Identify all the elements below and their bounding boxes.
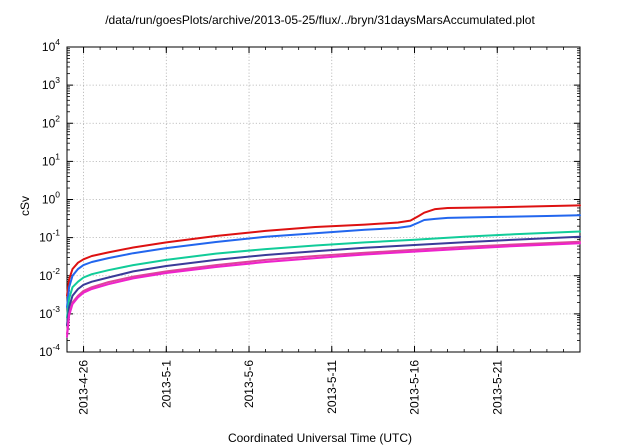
plot-frame [66,46,581,353]
x-tick-label: 2013-5-6 [242,360,256,408]
x-tick-label: 2013-5-21 [490,360,504,415]
y-tick-label-exp: 1 [55,151,60,161]
y-tick-label: 104 [42,37,60,54]
y-tick-label: 10-1 [39,228,60,245]
y-tick-label: 103 [42,75,60,92]
y-axis-label: cSv [18,196,32,217]
y-tick-label-exp: 3 [55,75,60,85]
y-tick-label-exp: 2 [55,113,60,123]
y-tick-label: 10-2 [39,266,60,283]
y-tick-label-base: 10 [42,116,56,130]
x-tick-label: 2013-5-16 [408,360,422,415]
x-tick-label: 2013-5-1 [159,360,173,408]
y-tick-label-exp: -4 [52,342,60,352]
x-tick-label: 2013-4-26 [77,360,91,415]
y-tick-label-base: 10 [42,78,56,92]
y-tick-label: 102 [42,113,60,130]
series-line [66,240,581,335]
series-line [66,242,581,338]
series-line [66,204,581,297]
y-tick-label-exp: 0 [55,190,60,200]
y-tick-label-base: 10 [39,345,53,359]
series-line [66,230,581,319]
y-tick-label-base: 10 [42,193,56,207]
series-group [66,204,581,338]
y-tick-label-base: 10 [39,231,53,245]
x-axis-label: Coordinated Universal Time (UTC) [227,431,413,445]
y-tick-label: 10-4 [39,342,60,359]
series-line [66,214,581,309]
y-tick-label-base: 10 [39,269,53,283]
series-line [66,235,581,327]
y-tick-label-base: 10 [39,307,53,321]
y-tick-label: 10-3 [39,304,60,321]
chart-title: /data/run/goesPlots/archive/2013-05-25/f… [105,13,535,27]
y-tick-label: 100 [42,190,60,207]
grid [67,47,580,352]
y-tick-label-base: 10 [42,154,56,168]
y-tick-label-exp: -2 [52,266,60,276]
x-tick-label: 2013-5-11 [325,360,339,414]
y-tick-label-exp: -1 [52,228,60,238]
y-tick-label-base: 10 [42,40,56,54]
y-tick-label-exp: -3 [52,304,60,314]
y-tick-label: 101 [42,151,60,168]
y-tick-label-exp: 4 [55,37,60,47]
axes: 10-410-310-210-11001011021031042013-4-26… [39,37,581,415]
